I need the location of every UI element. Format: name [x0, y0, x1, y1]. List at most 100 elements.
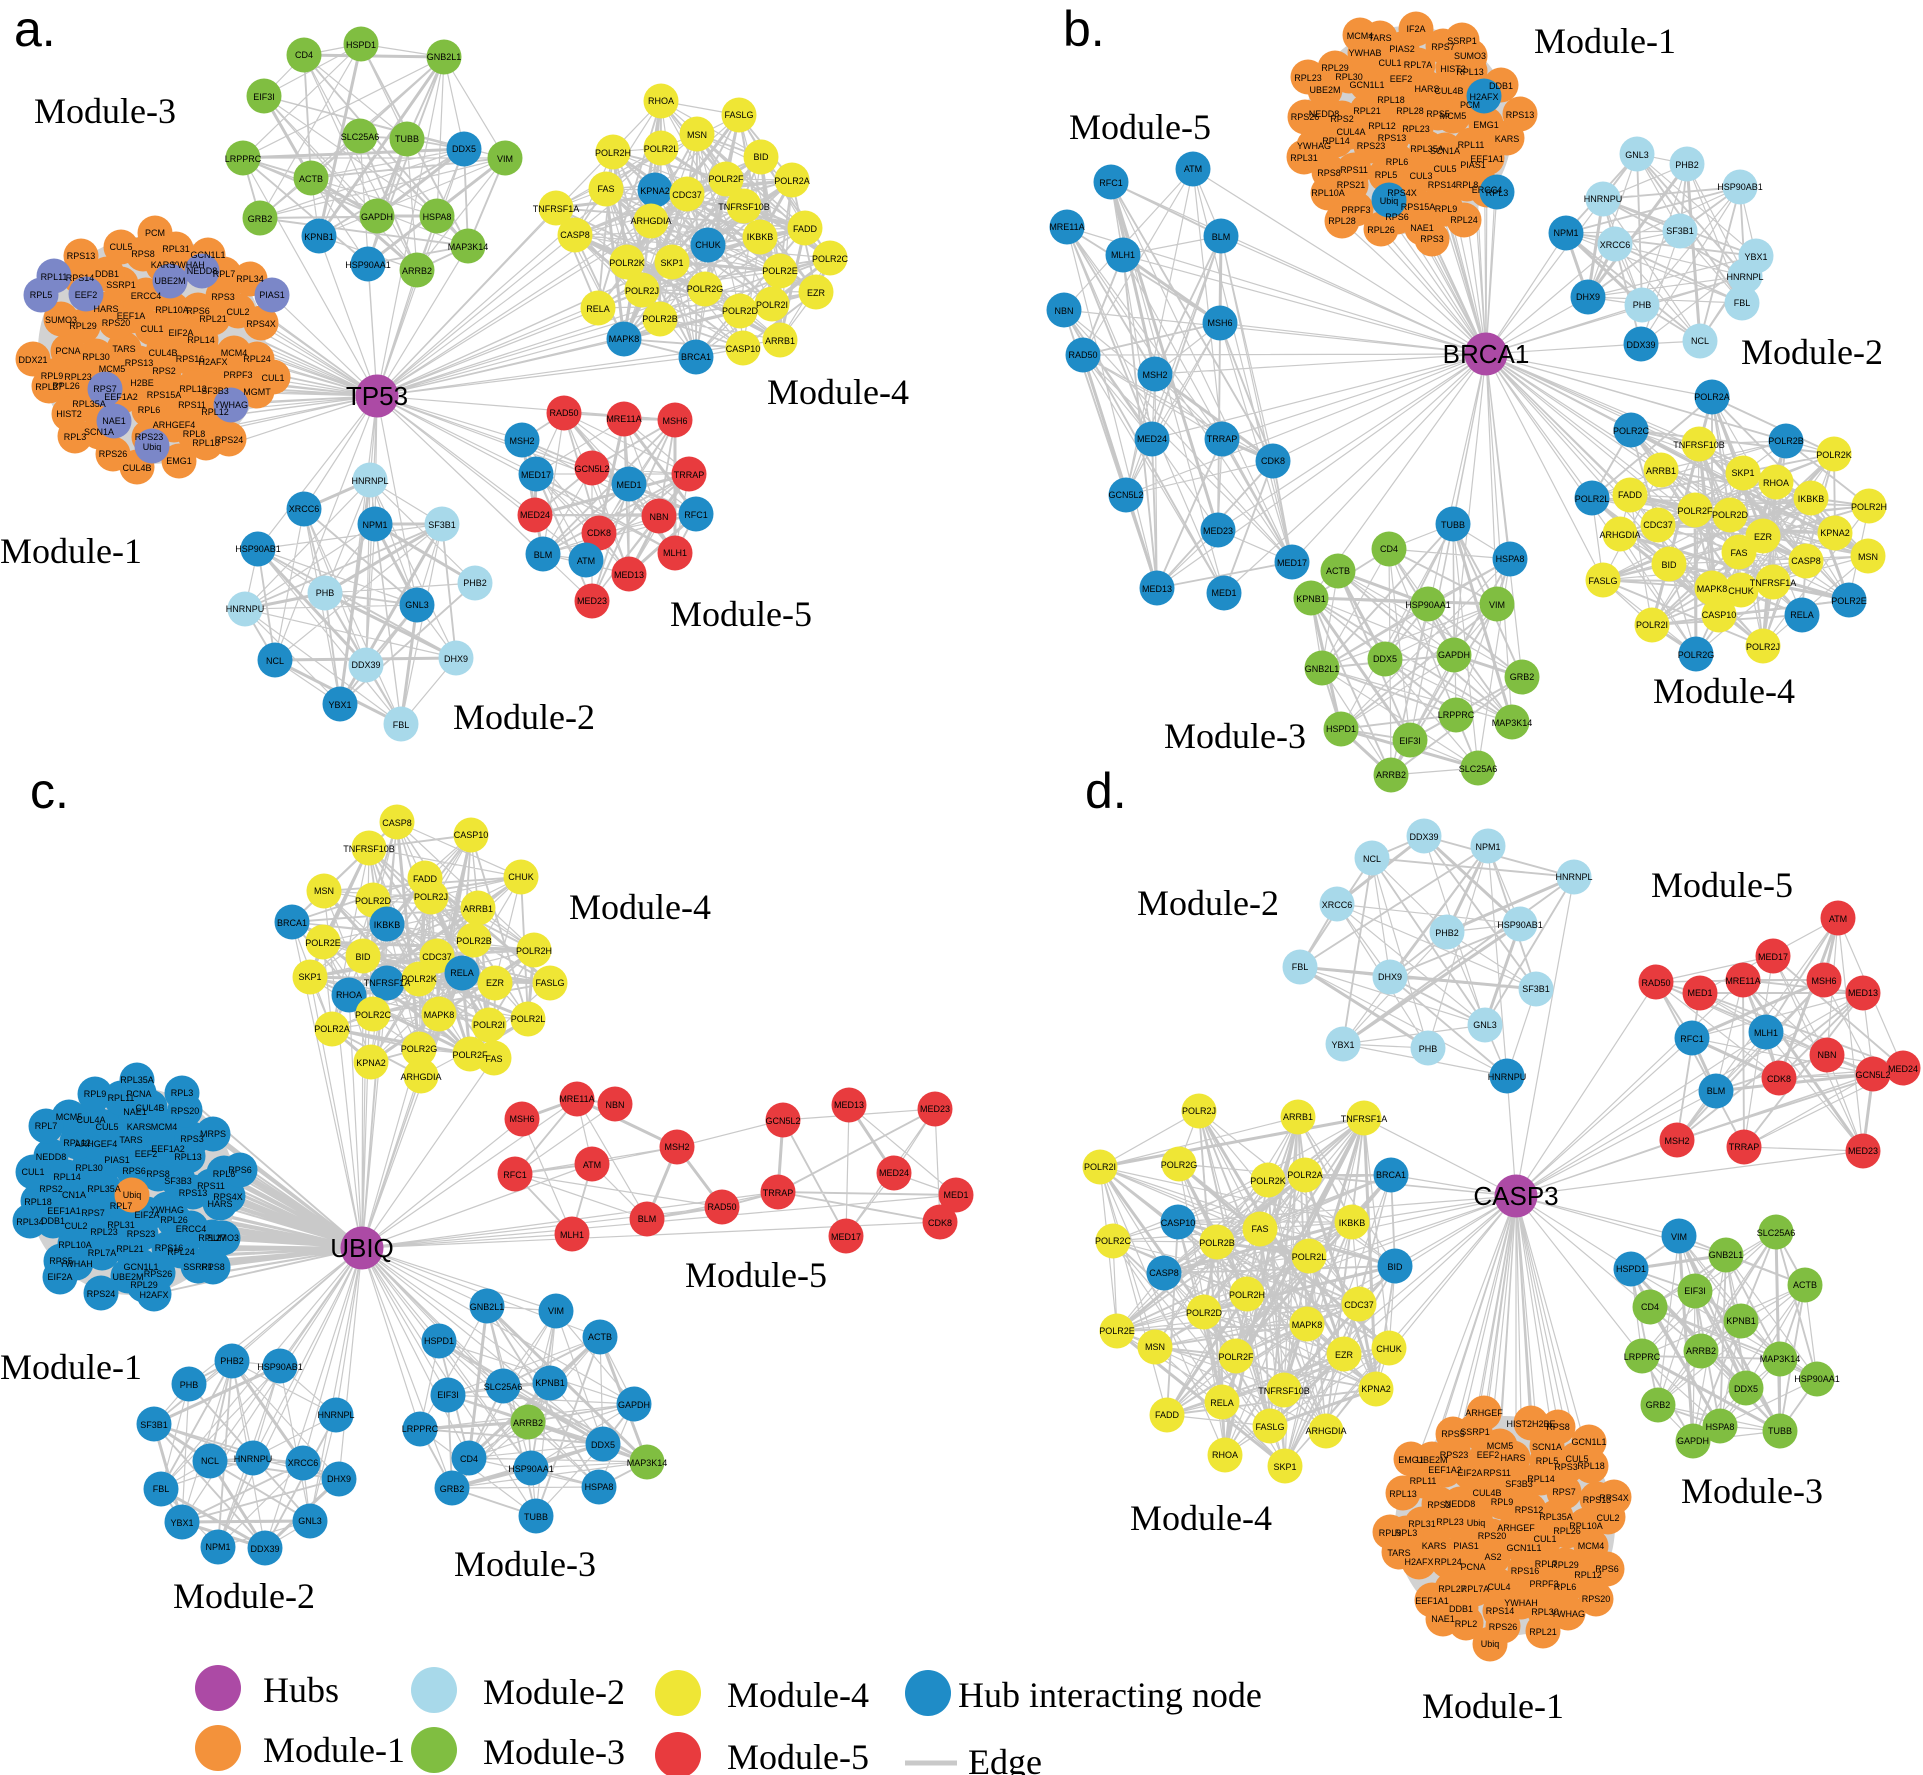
- svg-text:EIF3I: EIF3I: [1684, 1286, 1706, 1296]
- svg-text:ERCC4: ERCC4: [131, 291, 162, 301]
- svg-text:FAS: FAS: [1251, 1224, 1268, 1234]
- svg-text:RPS4X: RPS4X: [1387, 188, 1417, 198]
- svg-text:DDX39: DDX39: [1409, 832, 1438, 842]
- svg-text:RPS3: RPS3: [211, 292, 235, 302]
- svg-text:GNB2L1: GNB2L1: [427, 52, 462, 62]
- svg-text:ARRB2: ARRB2: [513, 1418, 543, 1428]
- svg-text:RPS13: RPS13: [1583, 1495, 1612, 1505]
- svg-text:RPL12: RPL12: [1368, 121, 1396, 131]
- svg-text:Module-4: Module-4: [1653, 671, 1795, 711]
- svg-text:RPS8: RPS8: [1546, 1422, 1570, 1432]
- svg-text:POLR2B: POLR2B: [456, 936, 492, 946]
- svg-text:EEF2: EEF2: [1477, 1450, 1500, 1460]
- svg-text:RELA: RELA: [450, 968, 474, 978]
- svg-text:MSH2: MSH2: [509, 436, 534, 446]
- svg-text:XRCC6: XRCC6: [1322, 900, 1353, 910]
- svg-text:XRCC6: XRCC6: [1600, 240, 1631, 250]
- svg-text:RPL26: RPL26: [1367, 225, 1395, 235]
- svg-text:SSRP1: SSRP1: [183, 1262, 213, 1272]
- svg-text:TUBB: TUBB: [395, 134, 419, 144]
- svg-text:MSN: MSN: [1858, 552, 1878, 562]
- svg-text:NBN: NBN: [605, 1100, 624, 1110]
- svg-text:CUL4B: CUL4B: [135, 1103, 164, 1113]
- svg-text:ARHGEF: ARHGEF: [1497, 1523, 1535, 1533]
- svg-text:FAS: FAS: [485, 1054, 502, 1064]
- svg-text:YWHAG: YWHAG: [214, 400, 248, 410]
- svg-text:RPL27: RPL27: [35, 382, 63, 392]
- svg-text:CUL1: CUL1: [1378, 58, 1401, 68]
- svg-text:RPL21: RPL21: [199, 314, 227, 324]
- svg-text:MED1: MED1: [1211, 588, 1236, 598]
- svg-text:CDK8: CDK8: [1261, 456, 1285, 466]
- svg-text:SCN1A: SCN1A: [1430, 146, 1460, 156]
- svg-text:RPS20: RPS20: [1478, 1531, 1507, 1541]
- svg-text:RPL9: RPL9: [1379, 1528, 1402, 1538]
- svg-text:ARHGDIA: ARHGDIA: [1599, 530, 1640, 540]
- svg-text:POLR2L: POLR2L: [644, 144, 679, 154]
- svg-text:RPL31: RPL31: [162, 244, 190, 254]
- svg-text:NCL: NCL: [201, 1456, 219, 1466]
- svg-text:DHX9: DHX9: [444, 654, 468, 664]
- svg-text:EEF1A: EEF1A: [117, 311, 146, 321]
- svg-text:EEF1A2: EEF1A2: [151, 1144, 185, 1154]
- svg-text:HNRNPL: HNRNPL: [1726, 272, 1763, 282]
- svg-text:RPL6: RPL6: [1554, 1582, 1577, 1592]
- svg-text:TNFRSF10B: TNFRSF10B: [1673, 440, 1725, 450]
- svg-text:SCN1A: SCN1A: [1532, 1442, 1562, 1452]
- svg-text:POLR2D: POLR2D: [355, 896, 392, 906]
- svg-text:RPL3: RPL3: [1486, 188, 1509, 198]
- svg-text:FADD: FADD: [1155, 1410, 1180, 1420]
- svg-text:UBE2M: UBE2M: [1416, 1455, 1447, 1465]
- svg-text:Module-2: Module-2: [173, 1576, 315, 1616]
- svg-text:HSP90AB1: HSP90AB1: [235, 544, 281, 554]
- svg-text:TRRAP: TRRAP: [674, 470, 705, 480]
- svg-text:MSH6: MSH6: [509, 1114, 534, 1124]
- svg-text:GNL3: GNL3: [405, 600, 429, 610]
- svg-text:RPL11: RPL11: [1458, 140, 1485, 150]
- svg-text:CUL4: CUL4: [1487, 1582, 1510, 1592]
- svg-text:RAD50: RAD50: [1068, 350, 1097, 360]
- svg-text:PHB2: PHB2: [220, 1356, 244, 1366]
- svg-text:RPL30: RPL30: [1531, 1607, 1559, 1617]
- svg-text:Module-4: Module-4: [767, 372, 909, 412]
- svg-text:MSH2: MSH2: [1142, 370, 1167, 380]
- svg-text:ARHGEF: ARHGEF: [1465, 1408, 1503, 1418]
- svg-text:UBE2M: UBE2M: [1309, 85, 1340, 95]
- svg-text:POLR2C: POLR2C: [812, 254, 849, 264]
- svg-text:RAD50: RAD50: [707, 1202, 736, 1212]
- svg-text:CASP8: CASP8: [1791, 556, 1821, 566]
- svg-text:RPL18: RPL18: [24, 1197, 52, 1207]
- svg-text:ERCC4: ERCC4: [176, 1224, 207, 1234]
- svg-text:BRCA1: BRCA1: [277, 918, 307, 928]
- svg-text:HSP90AB1: HSP90AB1: [1717, 182, 1763, 192]
- svg-text:Module-3: Module-3: [454, 1544, 596, 1584]
- svg-text:Module-4: Module-4: [727, 1675, 869, 1715]
- svg-text:NPM1: NPM1: [1553, 228, 1578, 238]
- svg-text:NCL: NCL: [266, 656, 284, 666]
- svg-text:ARHGEF4: ARHGEF4: [75, 1139, 118, 1149]
- svg-text:CUL4A: CUL4A: [76, 1115, 105, 1125]
- svg-text:EZR: EZR: [1335, 1350, 1354, 1360]
- svg-text:CASP10: CASP10: [1161, 1218, 1196, 1228]
- svg-text:MED1: MED1: [616, 480, 641, 490]
- svg-text:MAPK8: MAPK8: [609, 334, 640, 344]
- svg-text:TUBB: TUBB: [1441, 520, 1465, 530]
- svg-text:YBX1: YBX1: [1331, 1040, 1354, 1050]
- svg-text:RPS8: RPS8: [1317, 168, 1341, 178]
- svg-text:HSP90AB1: HSP90AB1: [257, 1362, 303, 1372]
- svg-text:NCL: NCL: [1363, 854, 1381, 864]
- svg-text:SF3B3: SF3B3: [201, 386, 229, 396]
- svg-text:GNB2L1: GNB2L1: [1305, 664, 1340, 674]
- svg-text:PHB: PHB: [1419, 1044, 1438, 1054]
- svg-text:RPS2: RPS2: [152, 366, 176, 376]
- svg-text:POLR2C: POLR2C: [1095, 1236, 1132, 1246]
- svg-text:RPL13: RPL13: [1456, 67, 1484, 77]
- svg-text:PRPF3: PRPF3: [1341, 205, 1370, 215]
- svg-text:TRRAP: TRRAP: [1729, 1142, 1760, 1152]
- svg-text:Module-5: Module-5: [685, 1255, 827, 1295]
- svg-text:CUL2: CUL2: [64, 1221, 87, 1231]
- svg-text:GNL3: GNL3: [1473, 1020, 1497, 1030]
- svg-text:RPL28: RPL28: [1396, 106, 1424, 116]
- svg-text:PRPF3: PRPF3: [223, 370, 252, 380]
- svg-text:HARS: HARS: [1500, 1453, 1525, 1463]
